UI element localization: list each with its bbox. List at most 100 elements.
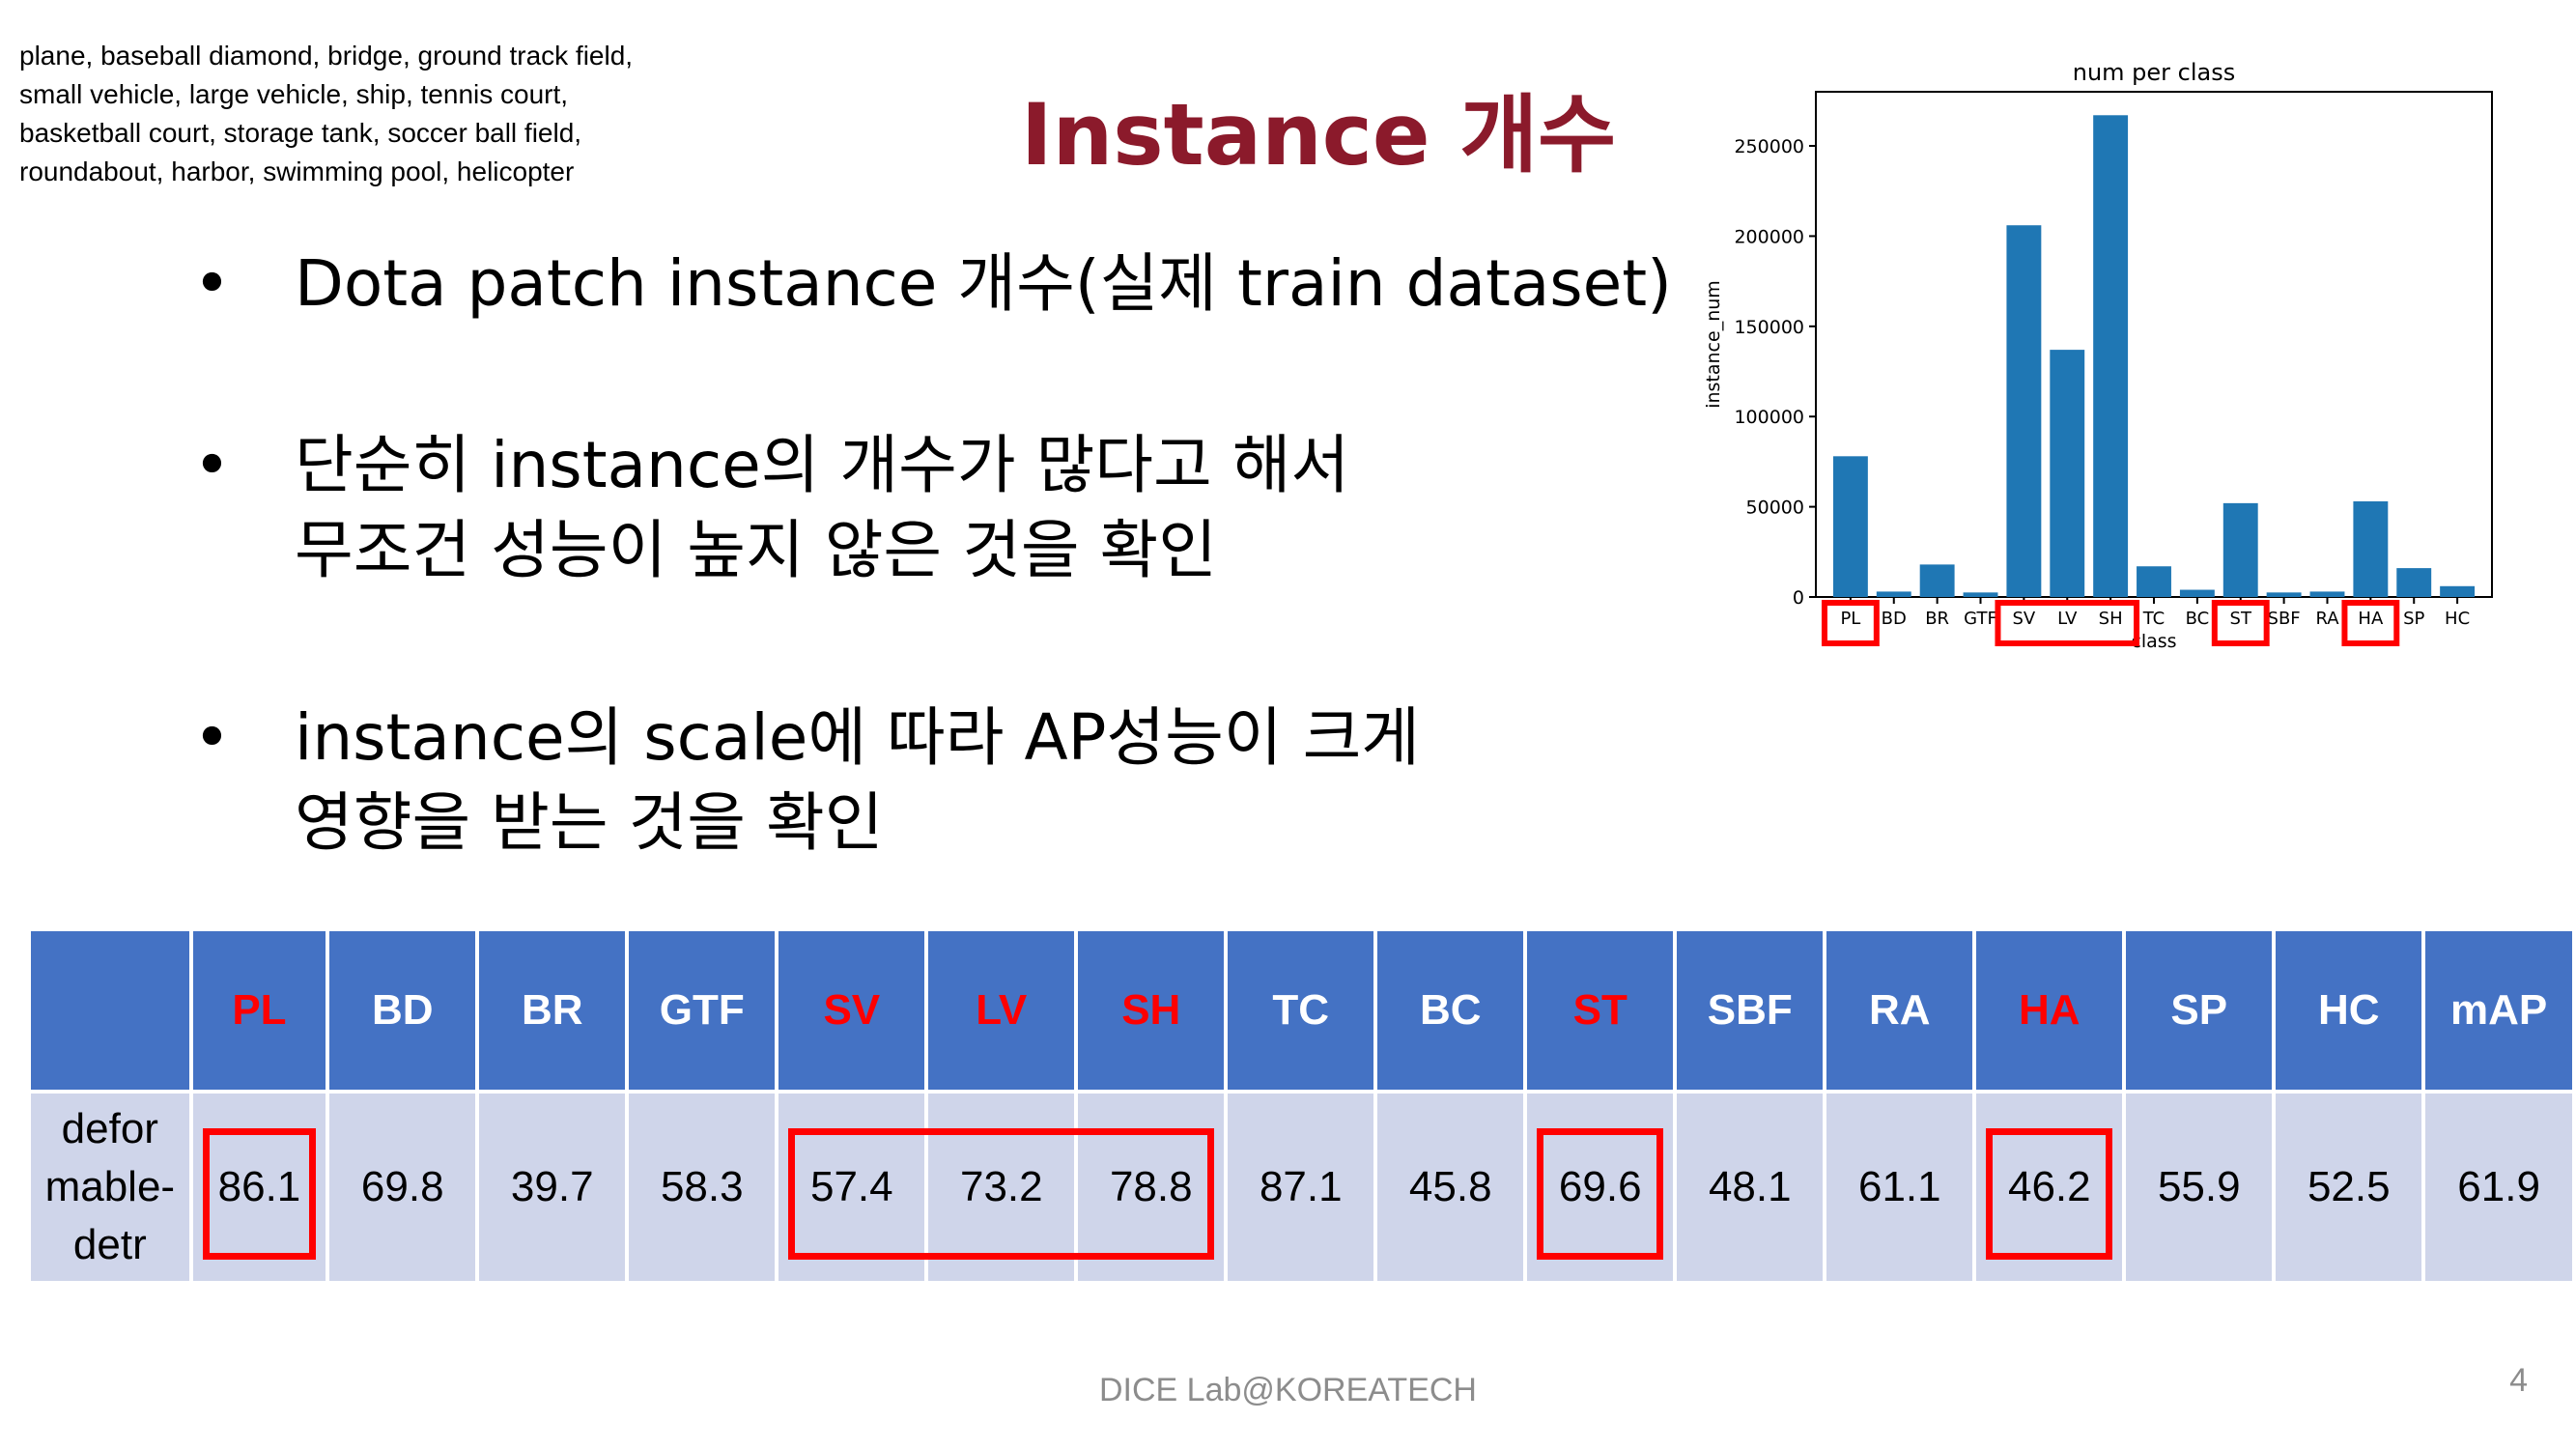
column-header-br: BR: [475, 927, 630, 1094]
x-tick-label: BD: [1882, 609, 1907, 629]
ap-value-lv: 73.2: [924, 1090, 1079, 1285]
y-tick-label: 200000: [1734, 226, 1804, 247]
bar: [1963, 592, 1998, 597]
bar: [2050, 350, 2085, 597]
ap-value-pl: 86.1: [188, 1090, 330, 1285]
column-header-map: mAP: [2421, 927, 2576, 1094]
y-tick-label: 50000: [1746, 497, 1804, 519]
highlight-box: [1821, 600, 1880, 646]
bar: [2396, 568, 2432, 597]
x-tick-label: ST: [2230, 609, 2252, 629]
highlight-box: [1995, 600, 2140, 646]
bar: [2353, 501, 2389, 597]
class-names-note: plane, baseball diamond, bridge, ground …: [19, 41, 634, 186]
column-header-tc: TC: [1224, 927, 1378, 1094]
slide-title: Instance 개수: [1020, 85, 1617, 185]
y-tick-label: 100000: [1734, 407, 1804, 428]
column-header-st: ST: [1523, 927, 1678, 1094]
bar: [1876, 591, 1911, 597]
bullet-dot: •: [193, 246, 231, 321]
bar: [1919, 564, 1955, 597]
highlight-box: [202, 1128, 317, 1260]
ap-value-map: 61.9: [2421, 1090, 2576, 1285]
bar: [2093, 115, 2129, 598]
x-axis-label: class: [2131, 631, 2176, 652]
bar-chart: num per class 0 50000 100000 150000 200000 250…: [1700, 48, 2531, 667]
x-tick-label: HA: [2358, 609, 2384, 629]
column-header-sh: SH: [1074, 927, 1229, 1094]
column-header-lv: LV: [924, 927, 1079, 1094]
bar: [2440, 585, 2476, 597]
bullet-dot: •: [193, 428, 231, 502]
bullet-line: 영향을 받는 것을 확인: [295, 785, 884, 860]
column-header-pl: PL: [188, 927, 330, 1094]
column-header-gtf: GTF: [625, 927, 779, 1094]
x-tick-label: SV: [2013, 609, 2036, 629]
bullet-dot: •: [193, 700, 231, 775]
ap-value-tc: 87.1: [1224, 1090, 1378, 1285]
bullet-line: 무조건 성능이 높지 않은 것을 확인: [295, 513, 1217, 587]
y-tick-label: 150000: [1734, 317, 1804, 338]
column-header-sv: SV: [775, 927, 929, 1094]
ap-value-sh: 78.8: [1074, 1090, 1229, 1285]
y-tick-label: 0: [1793, 587, 1804, 609]
column-header-ra: RA: [1823, 927, 1977, 1094]
highlight-box: [1986, 1128, 2113, 1260]
page-number: 4: [2509, 1362, 2528, 1399]
column-header-hc: HC: [2272, 927, 2426, 1094]
highlight-box: [2341, 600, 2400, 646]
bullet-line: instance의 scale에 따라 AP성능이 크게: [295, 700, 1421, 775]
bar: [2137, 566, 2171, 597]
ap-value-bd: 69.8: [326, 1090, 480, 1285]
x-tick-label: SBF: [2268, 609, 2301, 629]
x-tick-label: SP: [2403, 609, 2424, 629]
table-row: defor mable-detr 86.1 69.8 39.7 58.3 57.4 73.2 7…: [27, 1090, 2576, 1285]
ap-results-table: PL BD BR GTF SV LV SH TC BC ST SBF RA HA SP HC mAP defo…: [27, 927, 2576, 1285]
ap-value-sv: 57.4: [775, 1090, 929, 1285]
ap-value-gtf: 58.3: [625, 1090, 779, 1285]
chart-title: num per class: [2073, 59, 2236, 86]
column-header-ha: HA: [1972, 927, 2127, 1094]
row-header-line: defor: [61, 1105, 158, 1152]
bar: [2006, 225, 2042, 597]
table-header-row: PL BD BR GTF SV LV SH TC BC ST SBF RA HA SP HC mAP: [27, 927, 2576, 1094]
ap-value-hc: 52.5: [2272, 1090, 2426, 1285]
chart-svg: num per class 0 50000 100000 150000 200000 250…: [1703, 59, 2493, 652]
y-tick-label: 250000: [1734, 136, 1804, 157]
ap-value-sbf: 48.1: [1673, 1090, 1827, 1285]
bullet-line: 단순히 instance의 개수가 많다고 해서: [295, 428, 1350, 502]
ap-value-st: 69.6: [1523, 1090, 1678, 1285]
x-tick-label: GTF: [1964, 609, 1997, 629]
y-axis-label: instance_num: [1703, 280, 1724, 409]
row-header-line: detr: [72, 1221, 147, 1268]
x-tick-label: SH: [2099, 609, 2123, 629]
bullet-line: Dota patch instance 개수(실제 train dataset): [295, 246, 1672, 321]
x-tick-label: TC: [2142, 609, 2166, 629]
bar: [2222, 502, 2258, 597]
x-tick-label: LV: [2057, 609, 2078, 629]
x-tick-label: HC: [2445, 609, 2470, 629]
x-tick-label: PL: [1840, 609, 1860, 629]
ap-value-bc: 45.8: [1373, 1090, 1528, 1285]
column-header-sbf: SBF: [1673, 927, 1827, 1094]
ap-value-ra: 61.1: [1823, 1090, 1977, 1285]
ap-value-ha: 46.2: [1972, 1090, 2127, 1285]
x-tick-label: RA: [2315, 609, 2339, 629]
highlight-box: [1537, 1128, 1664, 1260]
x-tick-label: BC: [2186, 609, 2210, 629]
column-header-sp: SP: [2122, 927, 2277, 1094]
ap-value-sp: 55.9: [2122, 1090, 2277, 1285]
highlight-box: [788, 1128, 1215, 1260]
column-header-bd: BD: [326, 927, 480, 1094]
plot-area: [1815, 91, 2493, 598]
table-corner-cell: [27, 927, 193, 1094]
highlight-box: [2211, 600, 2270, 646]
bar: [2179, 589, 2215, 597]
column-header-bc: BC: [1373, 927, 1528, 1094]
footer-credit: DICE Lab@KOREATECH: [1099, 1372, 1477, 1408]
ap-value-br: 39.7: [475, 1090, 630, 1285]
bar: [1832, 456, 1868, 597]
bar: [2309, 591, 2345, 597]
bar: [2266, 592, 2302, 597]
row-header-line: mable-: [44, 1163, 176, 1210]
